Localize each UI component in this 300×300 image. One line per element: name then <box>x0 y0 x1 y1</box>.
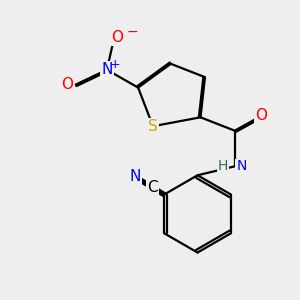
Text: C: C <box>148 180 158 195</box>
Text: H: H <box>218 159 228 173</box>
Text: S: S <box>148 119 158 134</box>
Text: O: O <box>61 77 73 92</box>
Text: N: N <box>236 159 247 173</box>
Text: +: + <box>110 58 121 71</box>
Text: O: O <box>111 30 123 45</box>
Text: −: − <box>127 25 139 39</box>
Text: N: N <box>129 169 141 184</box>
Text: N: N <box>101 62 112 77</box>
Text: O: O <box>256 108 268 123</box>
